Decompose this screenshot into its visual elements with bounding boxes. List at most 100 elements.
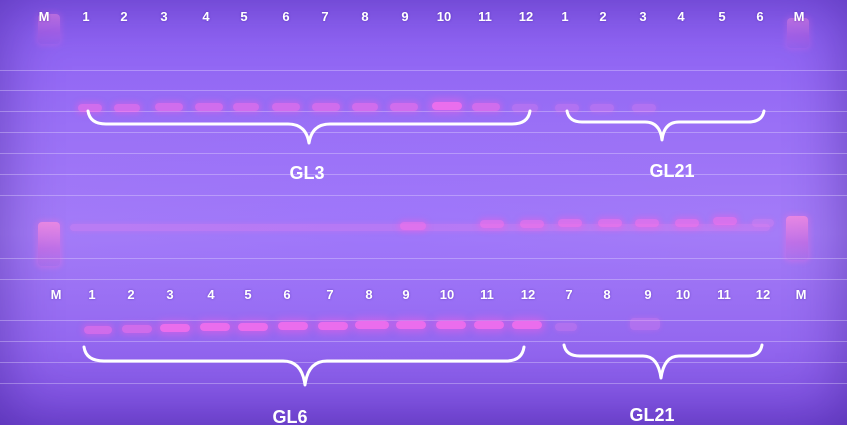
marker-ladder-top-right xyxy=(787,18,809,48)
lane-label: 9 xyxy=(401,9,409,24)
marker-ladder-top-left xyxy=(38,14,60,44)
lane-label: 6 xyxy=(283,287,291,302)
band xyxy=(400,222,426,230)
lane-label: 2 xyxy=(127,287,135,302)
lane-label: 5 xyxy=(240,9,248,24)
lane-label: 1 xyxy=(88,287,96,302)
lane-label: 11 xyxy=(717,287,731,302)
marker-ladder-bottom-right xyxy=(786,216,808,260)
band xyxy=(472,103,500,111)
lane-label: 10 xyxy=(436,9,452,24)
lane-label: 10 xyxy=(675,287,691,302)
band xyxy=(480,220,504,228)
band xyxy=(78,104,102,112)
lane-label: 12 xyxy=(520,287,536,302)
band xyxy=(520,220,544,228)
band xyxy=(238,323,268,331)
scan-line xyxy=(0,279,847,280)
lane-label: 10 xyxy=(439,287,455,302)
band xyxy=(752,219,774,227)
lane-label: 3 xyxy=(166,287,174,302)
band xyxy=(155,103,183,111)
lane-label: M xyxy=(50,287,62,302)
band xyxy=(432,102,462,110)
band xyxy=(318,322,348,330)
scan-line xyxy=(0,174,847,175)
scan-line xyxy=(0,111,847,112)
lane-label: 2 xyxy=(599,9,607,24)
lane-label: 7 xyxy=(321,9,329,24)
lane-label: 6 xyxy=(282,9,290,24)
lane-label: M xyxy=(38,9,50,24)
lane-label: 3 xyxy=(160,9,168,24)
lane-label: 6 xyxy=(756,9,764,24)
lane-label: 11 xyxy=(478,9,492,24)
band xyxy=(396,321,426,329)
group-label-gl3: GL3 xyxy=(289,163,325,183)
band xyxy=(558,219,582,227)
band xyxy=(590,104,614,112)
lane-label: 9 xyxy=(402,287,410,302)
lane-label: 5 xyxy=(244,287,252,302)
scan-line xyxy=(0,258,847,259)
band xyxy=(474,321,504,329)
band xyxy=(632,104,656,112)
lane-label: 5 xyxy=(718,9,726,24)
lane-label: M xyxy=(795,287,807,302)
band xyxy=(233,103,259,111)
lane-label: 1 xyxy=(82,9,90,24)
band xyxy=(200,323,230,331)
band xyxy=(84,326,112,334)
brace-gl6-bottom xyxy=(82,345,526,387)
band xyxy=(713,217,737,225)
group-label-gl6: GL6 xyxy=(272,407,308,425)
band xyxy=(512,321,542,329)
lane-label: 8 xyxy=(365,287,373,302)
scan-line xyxy=(0,341,847,342)
scan-line xyxy=(0,90,847,91)
lane-label: 7 xyxy=(565,287,573,302)
band xyxy=(630,318,660,330)
group-label-gl21-bottom: GL21 xyxy=(629,405,675,425)
scan-line xyxy=(0,320,847,321)
scan-line xyxy=(0,195,847,196)
band xyxy=(598,219,622,227)
band xyxy=(390,103,418,111)
band xyxy=(114,104,140,112)
band xyxy=(635,219,659,227)
band xyxy=(436,321,466,329)
lane-label: 3 xyxy=(639,9,647,24)
lane-label: 4 xyxy=(207,287,215,302)
band xyxy=(355,321,389,329)
band xyxy=(352,103,378,111)
band xyxy=(675,219,699,227)
group-label-gl21-top: GL21 xyxy=(649,161,695,181)
lane-label: 2 xyxy=(120,9,128,24)
lane-label: 8 xyxy=(603,287,611,302)
band xyxy=(122,325,152,333)
lane-label: M xyxy=(793,9,805,24)
lane-label: 7 xyxy=(326,287,334,302)
lane-label: 11 xyxy=(480,287,494,302)
lane-label: 9 xyxy=(644,287,652,302)
lane-label: 1 xyxy=(561,9,569,24)
band xyxy=(278,322,308,330)
scan-line xyxy=(0,132,847,133)
brace-gl21-top xyxy=(565,109,766,142)
scan-line xyxy=(0,70,847,71)
band xyxy=(555,323,577,331)
band xyxy=(512,104,538,112)
band xyxy=(312,103,340,111)
band xyxy=(160,324,190,332)
lane-label: 4 xyxy=(677,9,685,24)
marker-ladder-bottom-left xyxy=(38,222,60,266)
band xyxy=(195,103,223,111)
lane-label: 12 xyxy=(518,9,534,24)
brace-gl21-bottom xyxy=(562,343,764,380)
brace-gl3-top xyxy=(86,109,532,145)
scan-line xyxy=(0,383,847,384)
band xyxy=(272,103,300,111)
lane-label: 4 xyxy=(202,9,210,24)
